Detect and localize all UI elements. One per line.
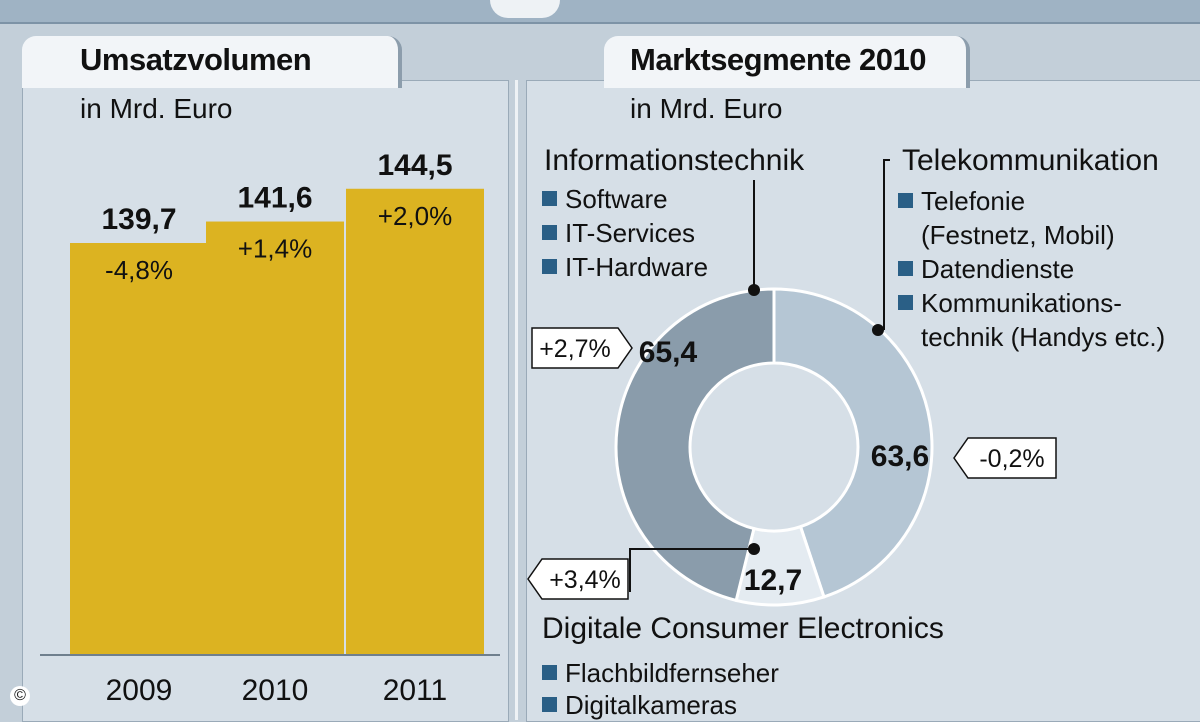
donut-slice-2 [614, 287, 776, 603]
connector-dot [748, 543, 760, 555]
legend-square-icon [542, 259, 557, 274]
legend-item-software: Software [542, 184, 668, 215]
legend-item-telefonie-detail: (Festnetz, Mobil) [921, 220, 1115, 250]
segments-title-tab [604, 36, 970, 88]
bar-change-label: +2,0% [378, 201, 452, 231]
change-callout [527, 558, 629, 600]
bar-2011 [346, 188, 484, 655]
change-callout-label: +3,4% [549, 566, 621, 594]
bar-value-label: 144,5 [377, 149, 452, 182]
x-tick-label: 2010 [242, 674, 309, 707]
top-banner [0, 0, 1200, 24]
revenue-subtitle: in Mrd. Euro [80, 93, 233, 124]
legend-square-icon [542, 225, 557, 240]
legend-item-kommunikationstechnik-detail: technik (Handys etc.) [921, 322, 1166, 352]
x-tick-label: 2009 [106, 674, 173, 707]
change-callout [531, 327, 633, 369]
segments-subtitle: in Mrd. Euro [630, 93, 783, 124]
legend-square-icon [542, 191, 557, 206]
connector-line [883, 159, 890, 330]
legend-item-flachbildfernseher: Flachbildfernseher [542, 658, 779, 689]
ce-segment-title: Digitale Consumer Electronics [542, 612, 944, 645]
legend-square-icon [898, 193, 913, 208]
bar-change-label: +1,4% [238, 234, 312, 264]
legend-item-digitalkameras: Digitalkameras [542, 690, 737, 721]
copyright-icon: © [10, 686, 30, 706]
tk-segment-title: Telekommunikation [902, 144, 1159, 177]
change-callout-label: +2,7% [539, 335, 611, 363]
legend-item-it-hardware: IT-Hardware [542, 252, 708, 283]
connector-dot [872, 324, 884, 336]
revenue-title-tab [22, 36, 402, 88]
change-callout-label: -0,2% [979, 445, 1044, 473]
x-tick-label: 2011 [383, 674, 448, 707]
segments-donut-chart: 63,6 12,7 65,4 +2,7% -0,2% +3,4% [527, 159, 1057, 607]
legend-square-icon [898, 295, 913, 310]
legend-square-icon [542, 697, 557, 712]
legend-item-datendienste: Datendienste [898, 254, 1074, 285]
bar-change-label: -4,8% [105, 255, 173, 285]
donut-slice-0 [772, 287, 934, 599]
revenue-title: Umsatzvolumen [80, 42, 312, 77]
it-segment-title: Informationstechnik [544, 144, 805, 177]
revenue-bar-chart: 139,7 -4,8% 2009 141,6 +1,4% 2010 144,5 +2,0% 20… [40, 149, 500, 707]
change-callout [953, 437, 1057, 479]
slice-value-label: 65,4 [639, 336, 698, 369]
connector-dot [748, 284, 760, 296]
connector-line [629, 548, 754, 592]
bar-2009 [70, 243, 208, 655]
legend-item-kommunikationstechnik: Kommunikations- [898, 288, 1122, 319]
legend-item-telefonie: Telefonie [898, 186, 1025, 217]
segments-title: Marktsegmente 2010 [630, 42, 927, 77]
slice-value-label: 12,7 [744, 564, 802, 597]
legend-square-icon [898, 261, 913, 276]
bar-value-label: 139,7 [101, 203, 176, 236]
bar-value-label: 141,6 [237, 182, 312, 215]
legend-item-it-services: IT-Services [542, 218, 695, 249]
slice-value-label: 63,6 [871, 440, 929, 473]
bar-2010 [206, 221, 344, 655]
legend-square-icon [542, 665, 557, 680]
panel-divider [515, 80, 518, 720]
